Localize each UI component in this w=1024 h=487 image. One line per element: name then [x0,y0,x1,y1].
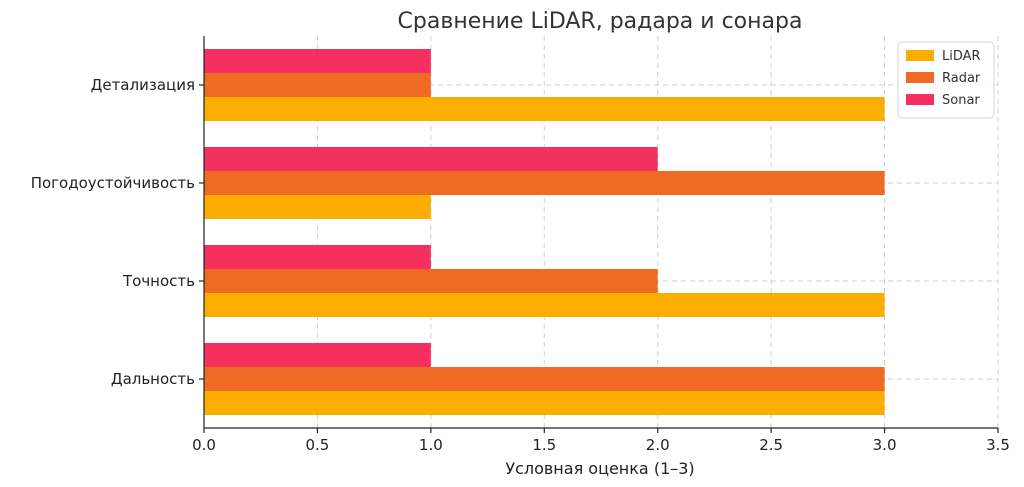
x-tick-label: 1.5 [532,436,556,454]
bar-lidar-3 [204,97,885,121]
x-tick-label: 2.5 [759,436,783,454]
bars [204,49,885,415]
bar-sonar-0 [204,343,431,367]
legend-label-lidar: LiDAR [942,49,981,64]
legend-swatch-lidar [906,50,934,61]
x-tick-label: 3.5 [986,436,1010,454]
legend: LiDAR Radar Sonar [897,41,995,119]
bar-sonar-3 [204,49,431,73]
bar-radar-1 [204,269,658,293]
axes [199,36,999,433]
tick-labels: 0.0 0.5 1.0 1.5 2.0 2.5 3.0 3.5 Дальность Точност… [31,76,1010,454]
bar-lidar-2 [204,195,431,219]
x-axis-label: Условная оценка (1–3) [505,459,694,478]
bar-radar-3 [204,73,431,97]
legend-label-radar: Radar [942,71,981,86]
bar-sonar-2 [204,147,658,171]
legend-swatch-radar [906,72,934,83]
y-tick-label: Дальность [111,370,195,388]
x-tick-label: 2.0 [646,436,670,454]
y-tick-label: Детализация [91,76,195,94]
bar-radar-2 [204,171,885,195]
x-tick-label: 1.0 [419,436,443,454]
y-tick-label: Точность [122,272,195,290]
legend-swatch-sonar [906,94,934,105]
x-tick-label: 3.0 [873,436,897,454]
x-tick-label: 0.0 [192,436,216,454]
bar-lidar-0 [204,391,885,415]
y-tick-label: Погодоустойчивость [31,174,195,192]
bar-sonar-1 [204,245,431,269]
chart-title: Сравнение LiDAR, радара и сонара [398,9,803,34]
bar-radar-0 [204,367,885,391]
x-tick-label: 0.5 [305,436,329,454]
bar-lidar-1 [204,293,885,317]
legend-label-sonar: Sonar [942,93,980,108]
